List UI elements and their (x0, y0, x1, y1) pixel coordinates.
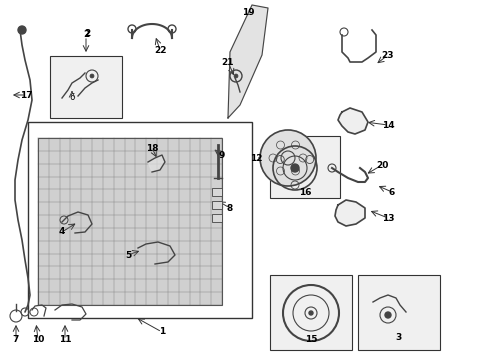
Circle shape (260, 130, 315, 186)
Text: 8: 8 (226, 203, 233, 212)
Bar (28, 122, 251, 318)
Text: 10: 10 (32, 336, 44, 345)
Text: 2: 2 (82, 30, 89, 39)
Text: 6: 6 (69, 94, 75, 103)
Text: 6: 6 (388, 188, 394, 197)
Text: 5: 5 (124, 251, 131, 260)
Text: 17: 17 (20, 90, 32, 99)
Text: 19: 19 (241, 8, 254, 17)
Polygon shape (334, 200, 364, 226)
Bar (50, 56, 122, 118)
Circle shape (308, 311, 312, 315)
Text: 13: 13 (381, 213, 393, 222)
Bar (212, 214, 222, 222)
Text: 4: 4 (59, 228, 65, 237)
Polygon shape (148, 155, 164, 172)
Bar (212, 201, 222, 209)
Bar (269, 136, 339, 198)
Circle shape (384, 312, 390, 318)
Text: 9: 9 (218, 150, 225, 159)
Bar (269, 275, 351, 350)
Bar (212, 188, 222, 196)
Text: 18: 18 (145, 144, 158, 153)
Text: 1: 1 (159, 328, 165, 337)
Polygon shape (337, 108, 367, 134)
Text: 20: 20 (375, 161, 387, 170)
Text: 16: 16 (298, 188, 311, 197)
Text: 15: 15 (304, 336, 317, 345)
Polygon shape (227, 5, 267, 118)
Text: 7: 7 (13, 336, 19, 345)
Text: 2: 2 (84, 28, 90, 37)
Bar (357, 275, 439, 350)
Text: 11: 11 (59, 336, 71, 345)
Bar (38, 138, 222, 305)
Text: 12: 12 (249, 153, 262, 162)
Circle shape (234, 74, 238, 78)
Text: 3: 3 (395, 333, 401, 342)
Circle shape (18, 26, 26, 34)
Text: 14: 14 (381, 121, 393, 130)
Text: 21: 21 (221, 58, 234, 67)
Text: 22: 22 (153, 45, 166, 54)
Text: 23: 23 (381, 50, 393, 59)
Circle shape (290, 164, 298, 172)
Circle shape (90, 74, 94, 78)
Bar (38, 138, 222, 305)
